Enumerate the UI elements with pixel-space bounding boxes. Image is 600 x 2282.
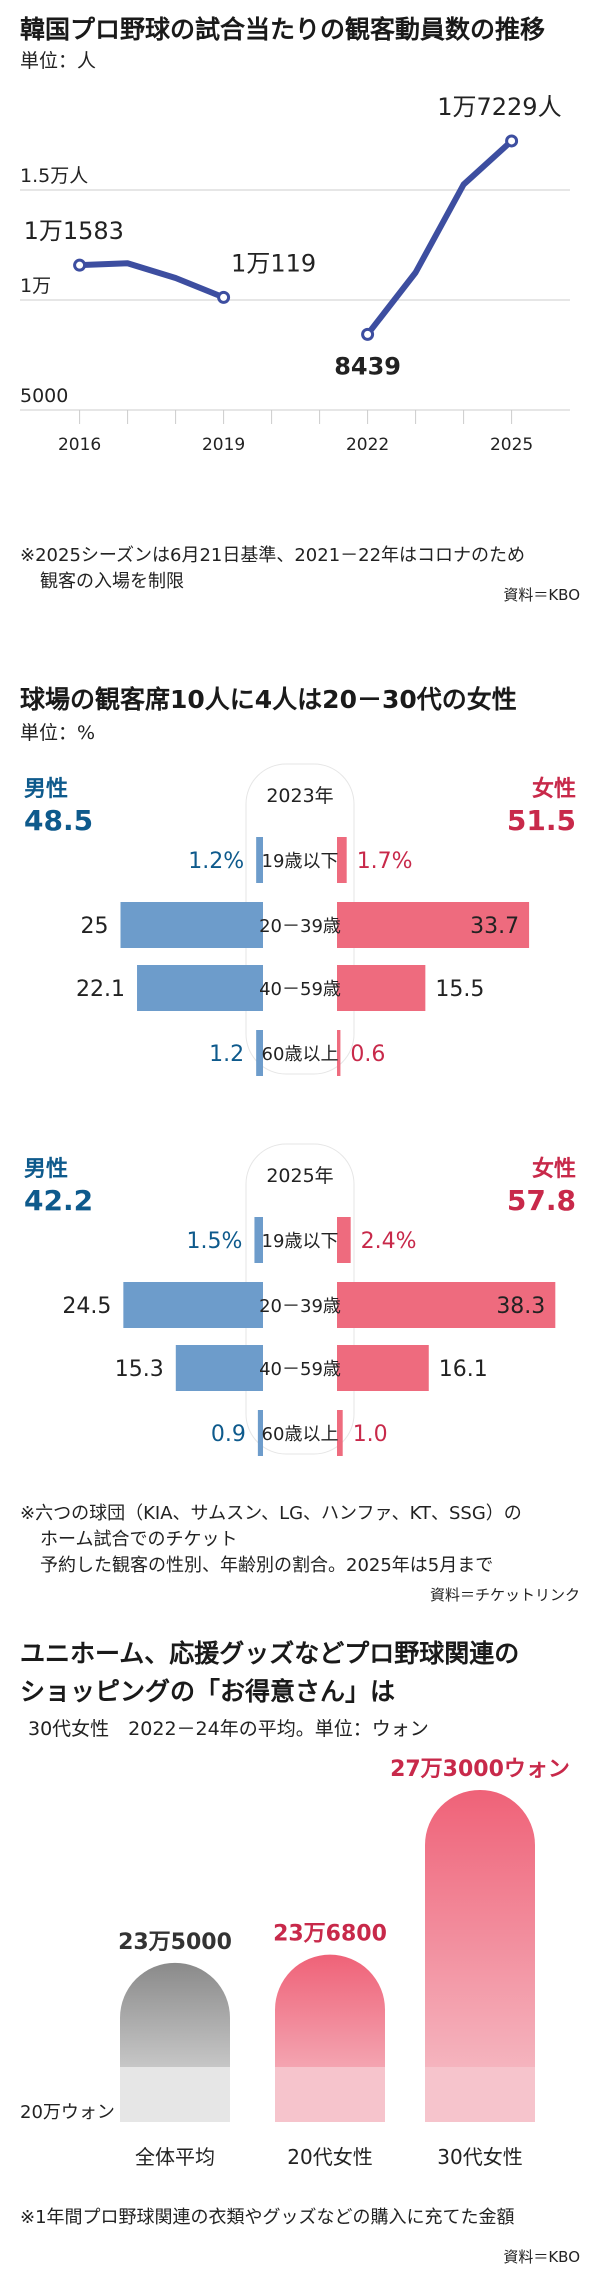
data-label: 1万119	[231, 249, 316, 277]
section3-title-line2: ショッピングの「お得意さん」は	[20, 1677, 396, 1706]
bar-male	[256, 837, 263, 883]
value-label-female: 38.3	[496, 1294, 545, 1319]
value-label-female: 16.1	[439, 1357, 488, 1382]
value-label-female: 15.5	[435, 977, 484, 1002]
section2-note-line2: ホーム試合でのチケット	[40, 1529, 238, 1550]
value-label-male: 24.5	[62, 1294, 111, 1319]
value-label-male: 1.2%	[188, 849, 244, 874]
bar-female	[337, 1217, 351, 1263]
value-label-female: 1.7%	[357, 849, 413, 874]
category-label: 20代女性	[287, 2145, 372, 2169]
section1-unit: 単位：人	[20, 50, 97, 72]
bar-female	[337, 1410, 343, 1456]
baseline-label: 20万ウォン	[20, 2102, 115, 2123]
section2-source: 資料＝チケットリンク	[429, 1586, 580, 1604]
bar	[425, 1790, 535, 2122]
x-tick-label: 2016	[58, 435, 101, 455]
year-label: 2023年	[266, 785, 333, 807]
x-tick-label: 2019	[202, 435, 245, 455]
data-point	[73, 258, 87, 272]
value-label-female: 33.7	[470, 914, 519, 939]
y-tick-label: 1.5万人	[20, 165, 88, 187]
bar-base	[275, 2067, 385, 2122]
bar-female	[337, 965, 426, 1011]
female-label: 女性	[532, 776, 576, 802]
value-label-male: 15.3	[115, 1357, 164, 1382]
section2-note-line1: ※六つの球団（KIA、サムスン、LG、ハンファ、KT、SSG）の	[20, 1503, 522, 1524]
bar-female	[337, 1030, 341, 1076]
section1-source: 資料＝KBO	[503, 586, 580, 604]
bar-male	[256, 1030, 263, 1076]
bar-male	[137, 965, 263, 1011]
female-label: 女性	[532, 1156, 576, 1182]
bar-male	[257, 1410, 263, 1456]
x-tick-label: 2025	[490, 435, 533, 455]
age-category: 19歳以下	[262, 1231, 339, 1252]
value-label-female: 1.0	[353, 1422, 388, 1447]
bar-female	[337, 1345, 429, 1391]
value-label-male: 22.1	[76, 977, 125, 1002]
section1-note-line1: ※2025シーズンは6月21日基準、2021－22年はコロナのため	[20, 545, 526, 566]
data-point	[505, 134, 519, 148]
year-label: 2025年	[266, 1165, 333, 1187]
data-label: 1万1583	[24, 217, 124, 245]
bar-female	[337, 837, 347, 883]
bar-male	[123, 1282, 263, 1328]
data-label: 1万7229人	[437, 93, 561, 121]
bar-base	[120, 2067, 230, 2122]
male-label: 男性	[24, 1157, 68, 1182]
section2-unit: 単位：%	[20, 722, 96, 744]
bar-male	[175, 1345, 263, 1391]
data-label: 8439	[334, 352, 401, 380]
bar-value-label: 27万3000ウォン	[390, 1757, 570, 1782]
bar-female	[337, 902, 530, 948]
age-category: 60歳以上	[262, 1424, 339, 1445]
value-label-female: 0.6	[350, 1042, 385, 1067]
section2-title: 球場の観客席10人に4人は20－30代の女性	[20, 685, 517, 714]
section1-title: 韓国プロ野球の試合当たりの観客動員数の推移	[20, 15, 546, 44]
shopping-bar-chart: 20万ウォン 23万5000 全体平均 23万6800 20代女性 27万3000ウォン 3…	[20, 1757, 570, 2169]
section3-subtitle: 30代女性 2022－24年の平均。単位：ウォン	[28, 1718, 429, 1740]
age-category: 20－39歳	[259, 916, 341, 937]
bar-base	[425, 2067, 535, 2122]
section2-note-line3: 予約した観客の性別、年齢別の割合。2025年は5月まで	[40, 1555, 494, 1576]
section3-source: 資料＝KBO	[503, 2248, 580, 2266]
male-label: 男性	[24, 777, 68, 802]
value-label-male: 0.9	[211, 1422, 246, 1447]
data-point	[361, 327, 375, 341]
bar-value-label: 23万6800	[273, 1922, 387, 1947]
male-total: 48.5	[24, 804, 93, 837]
age-category: 40－59歳	[259, 1359, 341, 1380]
male-total: 42.2	[24, 1184, 93, 1217]
section3-note: ※1年間プロ野球関連の衣類やグッズなどの購入に充てた金額	[20, 2207, 515, 2228]
series-line	[364, 137, 515, 338]
bar-male	[254, 1217, 263, 1263]
y-tick-label: 1万	[20, 275, 51, 297]
age-category: 20－39歳	[259, 1296, 341, 1317]
bar-value-label: 23万5000	[118, 1930, 232, 1955]
value-label-male: 25	[81, 914, 109, 939]
data-point	[217, 290, 231, 304]
bar-male	[120, 902, 263, 948]
female-total: 57.8	[507, 1184, 576, 1217]
category-label: 全体平均	[135, 2145, 215, 2169]
section1-note-line2: 観客の入場を制限	[40, 571, 184, 592]
category-label: 30代女性	[437, 2145, 522, 2169]
value-label-male: 1.2	[209, 1042, 244, 1067]
age-category: 60歳以上	[262, 1044, 339, 1065]
age-category: 40－59歳	[259, 979, 341, 1000]
female-total: 51.5	[507, 804, 576, 837]
bar-female	[337, 1282, 556, 1328]
value-label-female: 2.4%	[361, 1229, 417, 1254]
attendance-line-chart: 5000 1万 1.5万人 2016 2019 2022 2025 1万1583 1万119 84…	[20, 93, 570, 455]
value-label-male: 1.5%	[187, 1229, 243, 1254]
series-line	[76, 260, 227, 301]
y-tick-label: 5000	[20, 385, 68, 407]
section3-title-line1: ユニホーム、応援グッズなどプロ野球関連の	[20, 1639, 520, 1668]
age-category: 19歳以下	[262, 851, 339, 872]
x-tick-label: 2022	[346, 435, 389, 455]
